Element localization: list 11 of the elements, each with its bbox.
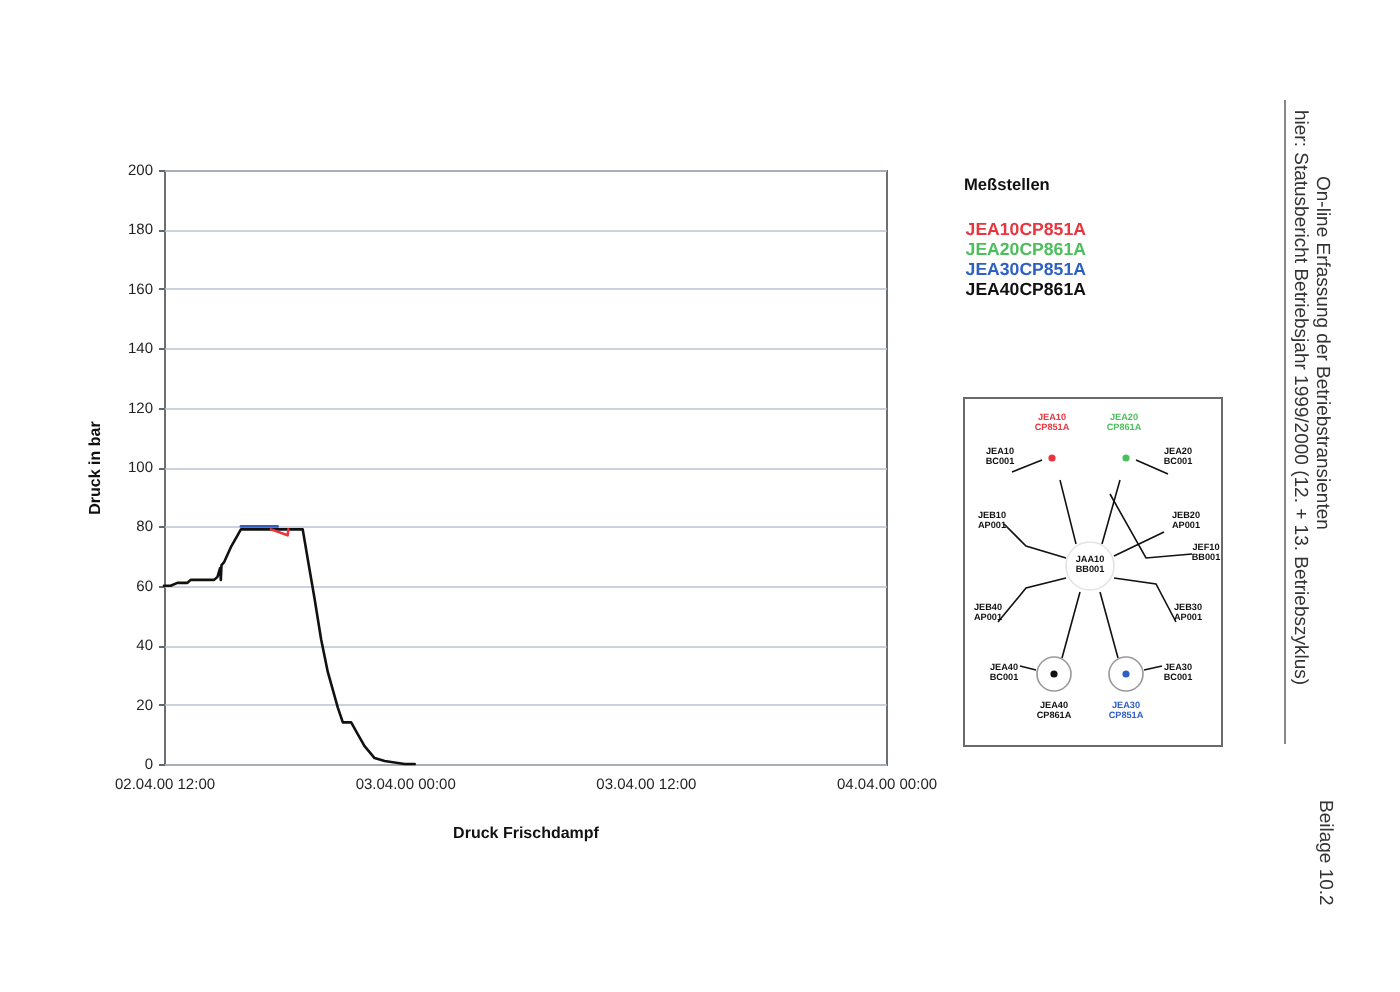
text: hier: Statusbericht Betriebsjahr 1999/2000 (12. + 13. Betriebszyklus) xyxy=(1289,110,1311,686)
text: JEA30CP851A xyxy=(965,259,1088,280)
text: JEA10CP851A xyxy=(965,219,1088,240)
text: On-line Erfassung der Betriebstransienten xyxy=(1311,176,1333,530)
x-axis-title: Druck Frischdampf xyxy=(453,824,600,842)
line-series xyxy=(162,528,416,766)
text: Beilage 10.2 xyxy=(1314,800,1336,906)
legend-label: JEA20CP861A xyxy=(965,239,1088,260)
text: JEA40CP861A xyxy=(965,279,1088,300)
legend-title: Meßstellen xyxy=(964,174,1050,194)
y-axis-title: Druck in bar xyxy=(85,421,104,515)
